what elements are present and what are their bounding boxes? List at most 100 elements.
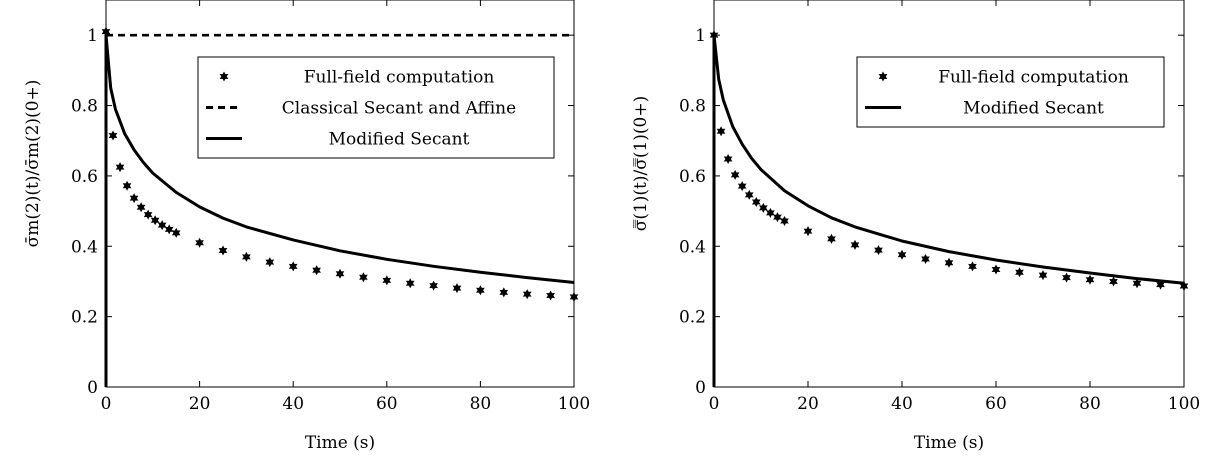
data-point-marker xyxy=(1156,279,1165,290)
legend-label: Full-field computation xyxy=(304,68,495,88)
solid-series-line xyxy=(104,33,575,387)
chart-right-panel: 0 20 40 60 80 100 0 0.2 0.4 0.6 0.8 1 Time (s) σ̿(1)(… xyxy=(631,0,1200,453)
data-point-marker xyxy=(312,265,321,276)
data-point-marker xyxy=(157,220,167,231)
data-point-marker xyxy=(1062,272,1071,283)
data-point-marker xyxy=(897,249,907,260)
legend-label: Classical Secant and Affine xyxy=(282,99,516,119)
series-group xyxy=(709,30,1189,387)
data-point-marker xyxy=(115,162,125,173)
data-point-marker xyxy=(335,268,345,279)
data-point-marker xyxy=(1179,281,1189,292)
y-tick-label: 0.8 xyxy=(679,97,706,117)
legend-label: Modified Secant xyxy=(963,99,1104,119)
legend: Full-field computation Classical Secant a… xyxy=(197,56,555,159)
data-point-marker xyxy=(129,193,139,204)
data-point-marker xyxy=(522,289,532,300)
data-point-marker xyxy=(164,224,174,235)
y-tick-label: 0.6 xyxy=(679,167,706,187)
data-point-marker xyxy=(359,272,368,283)
data-point-marker xyxy=(850,239,860,250)
data-point-marker xyxy=(751,196,761,207)
x-tick-label: 100 xyxy=(558,394,590,414)
y-axis-title: σ̄m(2)(t)/σ̄m(2)(0+) xyxy=(23,80,43,248)
data-point-marker xyxy=(716,126,726,137)
data-point-marker xyxy=(766,207,775,218)
data-point-marker xyxy=(136,202,146,213)
x-tick-label: 60 xyxy=(985,394,1007,414)
data-point-marker xyxy=(499,287,509,298)
data-point-marker xyxy=(429,280,438,291)
data-point-marker xyxy=(1015,267,1024,278)
y-tick-label: 0.4 xyxy=(679,237,706,257)
data-point-marker xyxy=(265,257,275,268)
series-group xyxy=(101,26,579,387)
legend-label: Full-field computation xyxy=(938,68,1129,88)
legend-label: Modified Secant xyxy=(329,130,470,150)
y-tick-label: 0.2 xyxy=(679,308,706,328)
x-tick-label: 80 xyxy=(470,394,492,414)
data-point-marker xyxy=(827,233,836,244)
x-tick-label: 60 xyxy=(376,394,398,414)
x-tick-label: 0 xyxy=(101,394,112,414)
data-point-marker xyxy=(195,237,204,248)
data-point-marker xyxy=(108,130,118,141)
x-tick-label: 20 xyxy=(189,394,211,414)
data-point-marker xyxy=(723,154,733,165)
chart-left-panel: 0 20 40 60 80 100 0 0.2 0.4 0.6 0.8 1 Time (s) σ̄m(2)… xyxy=(23,0,590,453)
legend-box xyxy=(197,56,555,159)
y-tick-label: 0 xyxy=(695,378,706,398)
x-tick-label: 40 xyxy=(891,394,913,414)
data-point-marker xyxy=(476,285,485,296)
y-tick-label: 0.4 xyxy=(71,237,98,257)
x-tick-label: 100 xyxy=(1168,394,1200,414)
legend-box xyxy=(856,56,1165,128)
data-point-marker xyxy=(968,261,977,272)
solid-series-line xyxy=(712,33,1185,387)
data-point-marker xyxy=(405,278,415,289)
data-point-marker xyxy=(1132,278,1142,289)
data-point-marker xyxy=(101,26,111,37)
data-point-marker xyxy=(569,291,579,302)
data-point-marker xyxy=(944,257,954,268)
data-point-marker xyxy=(452,283,462,294)
data-point-marker xyxy=(1109,276,1118,287)
data-point-marker xyxy=(803,226,813,237)
x-axis-title: Time (s) xyxy=(305,433,375,453)
y-tick-label: 0.6 xyxy=(71,167,98,187)
data-point-marker xyxy=(921,253,930,264)
data-point-marker xyxy=(1038,270,1048,281)
y-tick-label: 0.2 xyxy=(71,308,98,328)
data-point-marker xyxy=(874,245,883,256)
y-tick-label: 1 xyxy=(87,26,98,46)
data-point-marker xyxy=(218,245,228,256)
data-point-marker xyxy=(143,209,153,220)
data-point-marker xyxy=(737,181,747,192)
data-point-marker xyxy=(546,290,555,301)
data-point-marker xyxy=(242,251,251,262)
data-point-marker xyxy=(759,202,768,213)
data-point-marker xyxy=(730,169,740,180)
data-point-marker xyxy=(773,212,782,223)
y-tick-label: 1 xyxy=(695,26,706,46)
data-point-marker xyxy=(122,180,132,191)
y-axis-title: σ̿(1)(t)/σ̿(1)(0+) xyxy=(631,96,651,232)
legend-marker xyxy=(219,71,229,82)
data-point-marker xyxy=(780,215,789,226)
y-tick-label: 0 xyxy=(87,378,98,398)
data-point-marker xyxy=(382,275,392,286)
legend: Full-field computation Modified Secant xyxy=(856,56,1165,128)
data-point-marker xyxy=(150,215,160,226)
x-tick-label: 80 xyxy=(1079,394,1101,414)
x-axis-title: Time (s) xyxy=(914,433,984,453)
x-tick-label: 0 xyxy=(709,394,720,414)
data-point-marker xyxy=(171,227,181,238)
x-tick-label: 40 xyxy=(282,394,304,414)
data-point-marker xyxy=(1085,274,1095,285)
y-tick-label: 0.8 xyxy=(71,97,98,117)
data-point-marker xyxy=(288,261,298,272)
legend-marker xyxy=(878,71,888,82)
x-tick-label: 20 xyxy=(797,394,819,414)
data-point-marker xyxy=(744,189,754,200)
